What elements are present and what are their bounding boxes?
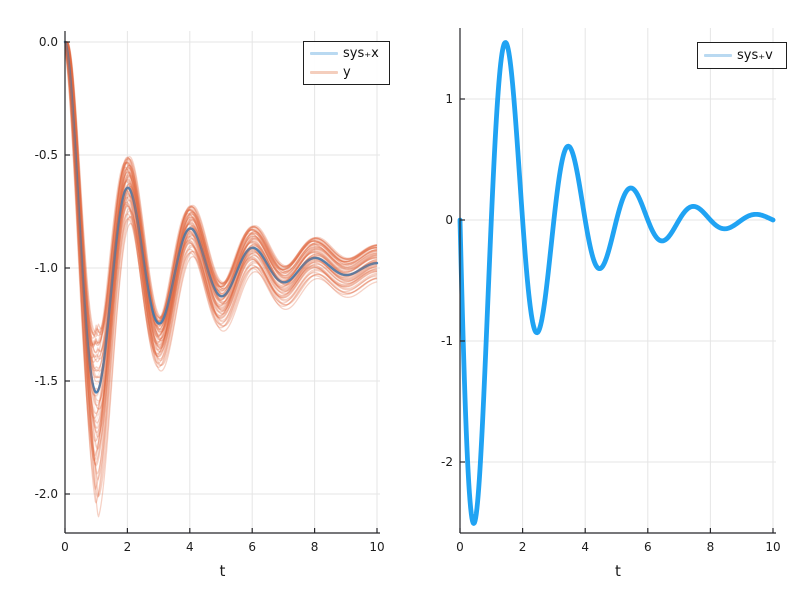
- svg-text:6: 6: [644, 540, 652, 554]
- svg-text:-2.0: -2.0: [35, 487, 58, 501]
- legend-sample-line-sys-v-icon: [704, 54, 732, 57]
- legend-label-y: y: [343, 65, 351, 80]
- legend-label-sys-x: sys₊x: [343, 46, 379, 61]
- svg-text:0: 0: [445, 213, 453, 227]
- svg-text:-1.0: -1.0: [35, 261, 58, 275]
- legend-label-sys-v: sys₊v: [737, 48, 773, 63]
- svg-text:1: 1: [445, 92, 453, 106]
- svg-text:10: 10: [765, 540, 780, 554]
- svg-text:-1.5: -1.5: [35, 374, 58, 388]
- svg-text:10: 10: [369, 540, 384, 554]
- svg-text:0.0: 0.0: [39, 35, 58, 49]
- svg-text:6: 6: [248, 540, 256, 554]
- svg-text:2: 2: [124, 540, 132, 554]
- legend-row-sys-v: sys₊v: [704, 49, 780, 62]
- svg-text:2: 2: [519, 540, 527, 554]
- legend-left: sys₊x y: [303, 41, 390, 85]
- svg-text:-1: -1: [441, 334, 453, 348]
- legend-right: sys₊v: [697, 42, 787, 69]
- legend-sample-line-y-icon: [310, 71, 338, 74]
- svg-text:8: 8: [311, 540, 319, 554]
- svg-text:0: 0: [456, 540, 464, 554]
- svg-text:-0.5: -0.5: [35, 148, 58, 162]
- right-xaxis-label: t: [615, 562, 621, 580]
- legend-sample-line-sys-x-icon: [310, 52, 338, 55]
- svg-text:-2: -2: [441, 455, 453, 469]
- svg-text:8: 8: [707, 540, 715, 554]
- left-xaxis-label: t: [219, 562, 226, 580]
- legend-row-y: y: [310, 66, 383, 79]
- legend-row-sys-x: sys₊x: [310, 47, 383, 60]
- svg-text:4: 4: [581, 540, 589, 554]
- svg-text:4: 4: [186, 540, 194, 554]
- svg-text:0: 0: [61, 540, 69, 554]
